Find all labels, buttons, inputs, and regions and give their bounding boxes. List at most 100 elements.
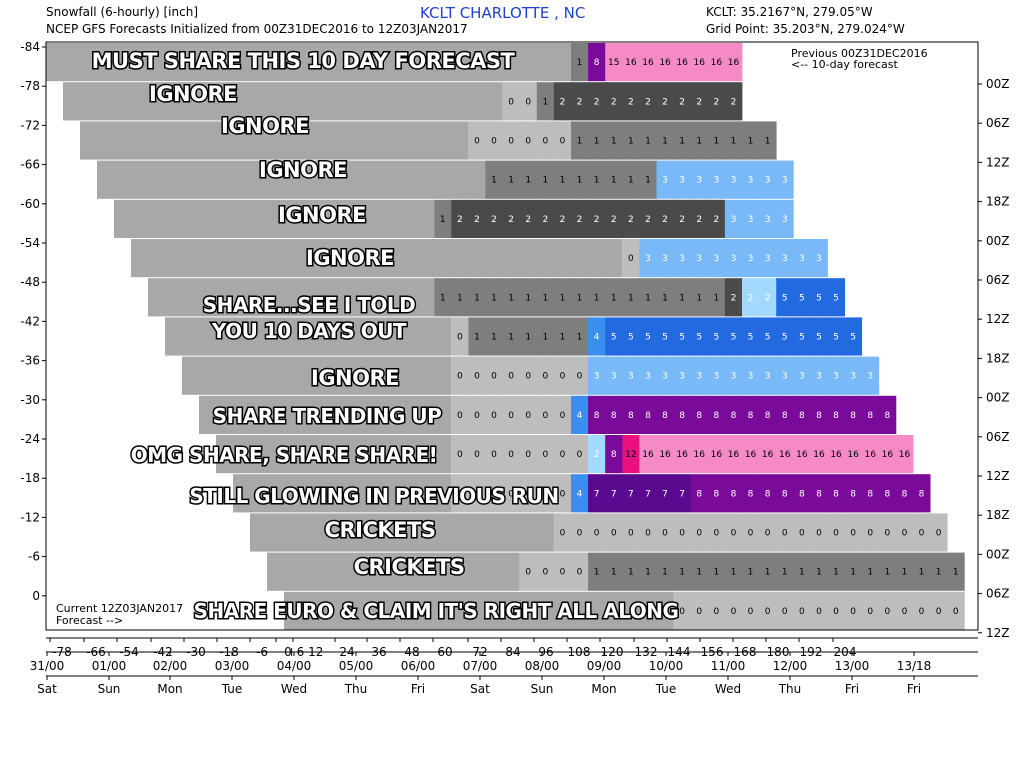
forecast-cell [519, 160, 538, 199]
forecast-cell [776, 435, 794, 474]
forecast-cell [878, 591, 897, 630]
forecast-cell [639, 43, 657, 82]
forecast-cell-value: 2 [713, 215, 719, 225]
forecast-cell-value: 1 [867, 568, 873, 578]
forecast-cell-value: 8 [884, 489, 890, 499]
forecast-cell-value: 3 [799, 372, 805, 382]
forecast-cell [827, 591, 845, 630]
forecast-cell [553, 435, 572, 474]
forecast-cell [588, 552, 606, 591]
forecast-cell-value: 1 [919, 568, 925, 578]
forecast-cell-value: 8 [850, 411, 856, 421]
forecast-cell [690, 395, 709, 434]
forecast-cell [690, 199, 709, 238]
forecast-cell-value: 2 [662, 97, 668, 107]
forecast-cell-value: 3 [782, 372, 788, 382]
forecast-cell-value: 0 [953, 607, 959, 617]
forecast-cell [707, 435, 726, 474]
date-tick-label: 10/00 [649, 659, 684, 673]
forecast-cell [895, 552, 914, 591]
forecast-cell-value: 1 [679, 293, 685, 303]
forecast-cell-value: 8 [833, 411, 839, 421]
forecast-cell-value: 4 [594, 333, 600, 343]
row-history-band [216, 435, 452, 474]
forecast-cell [571, 513, 589, 552]
forecast-cell-value: 8 [833, 489, 839, 499]
forecast-cell-value: 0 [508, 450, 514, 460]
forecast-cell-value: 2 [731, 97, 737, 107]
forecast-cell [485, 278, 503, 317]
forecast-cell-value: 0 [491, 372, 497, 382]
forecast-cell [536, 317, 555, 356]
forecast-cell [724, 160, 743, 199]
forecast-cell-value: 3 [731, 372, 737, 382]
forecast-cell-value: 0 [696, 607, 702, 617]
forecast-cell [724, 435, 743, 474]
forecast-cell-value: 0 [491, 411, 497, 421]
right-tick-label: 06Z [986, 273, 1010, 287]
forecast-cell [844, 591, 863, 630]
forecast-cell-value: 3 [782, 215, 788, 225]
forecast-cell-value: 8 [594, 411, 600, 421]
forecast-cell [776, 591, 794, 630]
forecast-cell [673, 474, 692, 513]
forecast-cell-value: 16 [847, 450, 859, 460]
forecast-cell-value: 0 [919, 529, 925, 539]
forecast-cell-value: 0 [731, 607, 737, 617]
meme-label: OMG SHARE, SHARE SHARE! [131, 443, 437, 467]
forecast-cell-value: 1 [816, 568, 822, 578]
forecast-cell-value: 2 [679, 97, 685, 107]
row-history-band [284, 591, 674, 630]
forecast-cell-value: 3 [662, 372, 668, 382]
forecast-cell-value: 1 [713, 568, 719, 578]
forecast-cell [502, 435, 521, 474]
forecast-cell-value: 1 [542, 97, 548, 107]
forecast-cell [810, 278, 828, 317]
forecast-cell-value: 16 [882, 450, 894, 460]
forecast-cell [571, 43, 589, 82]
forecast-cell-value: 0 [457, 450, 463, 460]
forecast-cell [502, 395, 521, 434]
forecast-cell [656, 43, 674, 82]
row-history-band [182, 356, 452, 395]
forecast-cell-value: 1 [594, 568, 600, 578]
forecast-cell [519, 356, 538, 395]
date-tick-label: 06/00 [401, 659, 436, 673]
forecast-cell [605, 278, 623, 317]
forecast-cell [930, 552, 948, 591]
date-tick-label: 09/00 [587, 659, 622, 673]
row-history-band [165, 317, 452, 356]
forecast-cell [724, 278, 743, 317]
forecast-cell-value: 0 [457, 372, 463, 382]
right-tick-label: 12Z [986, 469, 1010, 483]
forecast-cell [622, 317, 640, 356]
forecast-cell [930, 513, 948, 552]
forecast-cell [605, 82, 623, 121]
forecast-cell [947, 552, 965, 591]
forecast-cell [724, 552, 743, 591]
forecast-cell-value: 8 [782, 489, 788, 499]
forecast-cell [502, 278, 521, 317]
forecast-cell [553, 160, 572, 199]
forecast-cell-value: 1 [577, 293, 583, 303]
forecast-cell [605, 121, 623, 160]
forecast-cell-value: 0 [731, 529, 737, 539]
forecast-cell [913, 474, 931, 513]
forecast-cell [588, 278, 606, 317]
forecast-cell [793, 474, 811, 513]
forecast-cell [673, 356, 692, 395]
forecast-cell [571, 552, 589, 591]
forecast-cell-value: 1 [748, 137, 754, 147]
forecast-cell-value: 0 [713, 529, 719, 539]
forecast-cell-value: 3 [679, 176, 685, 186]
forecast-cell [451, 435, 469, 474]
forecast-cell [656, 239, 674, 278]
forecast-cell [810, 317, 828, 356]
day-tick-label: Thu [778, 682, 802, 696]
forecast-cell-value: 3 [765, 176, 771, 186]
forecast-cell [742, 591, 760, 630]
forecast-cell-value: 1 [577, 333, 583, 343]
forecast-cell [776, 239, 794, 278]
forecast-cell-value: 3 [628, 372, 634, 382]
